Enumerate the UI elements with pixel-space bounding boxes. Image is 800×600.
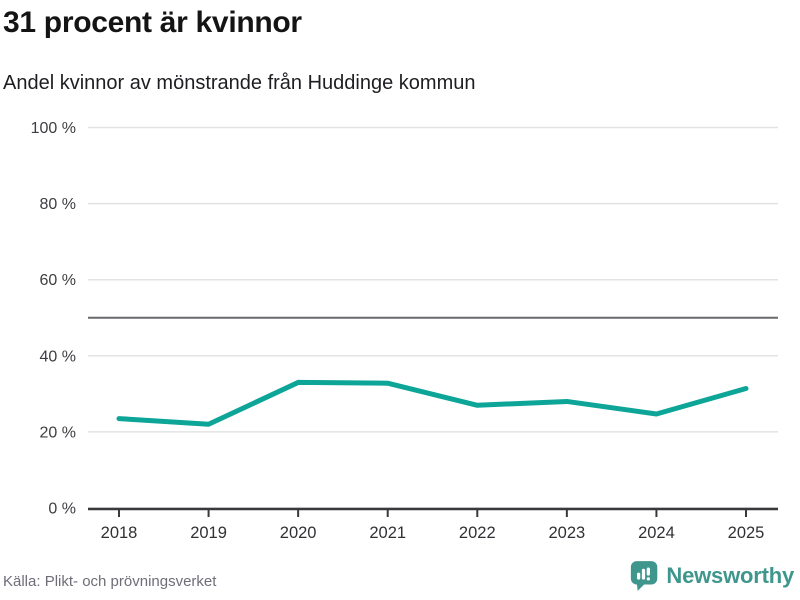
x-tick-label: 2020 bbox=[280, 524, 317, 542]
source-note: Källa: Plikt- och prövningsverket bbox=[3, 573, 217, 590]
chart-subtitle: Andel kvinnor av mönstrande från Hudding… bbox=[3, 72, 476, 94]
line-chart: 0 % 20 % 40 % 60 % 80 % 100 % 2018 2019 2020 2021… bbox=[31, 120, 778, 542]
y-tick-label: 20 % bbox=[40, 424, 76, 441]
y-tick-label: 0 % bbox=[48, 501, 76, 518]
y-tick-label: 60 % bbox=[40, 272, 76, 289]
y-tick-label: 80 % bbox=[40, 196, 76, 213]
data-line-andel-kvinnor bbox=[116, 379, 749, 427]
x-tick-label: 2025 bbox=[728, 524, 765, 542]
x-tick-label: 2024 bbox=[638, 524, 675, 542]
y-tick-label: 40 % bbox=[40, 348, 76, 365]
y-tick-label: 100 % bbox=[31, 120, 76, 137]
x-tick-label: 2018 bbox=[101, 524, 138, 542]
chart-title: 31 procent är kvinnor bbox=[3, 6, 302, 39]
x-tick-label: 2022 bbox=[459, 524, 496, 542]
newsworthy-logo-icon bbox=[630, 560, 659, 592]
x-tick-label: 2023 bbox=[548, 524, 585, 542]
chart-footer: Källa: Plikt- och prövningsverket Newswo… bbox=[0, 556, 800, 592]
x-tick-label: 2019 bbox=[190, 524, 227, 542]
brand-link[interactable]: Newsworthy bbox=[630, 560, 794, 592]
x-tick-label: 2021 bbox=[369, 524, 406, 542]
brand-name: Newsworthy bbox=[666, 563, 794, 588]
